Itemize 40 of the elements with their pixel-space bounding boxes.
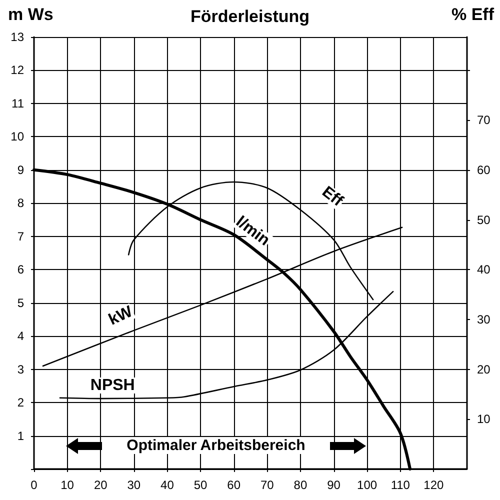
y-tick-label: 13 — [10, 30, 24, 44]
series-label: NPSH — [90, 377, 135, 394]
y-tick-label: 1 — [17, 428, 24, 443]
y-tick-label: 6 — [17, 262, 24, 277]
y2-tick-label: 10 — [477, 412, 491, 426]
x-tick-label: 20 — [94, 478, 108, 492]
y-tick-label: 4 — [17, 329, 24, 344]
x-tick-label: 110 — [390, 478, 410, 492]
x-tick-label: 50 — [194, 478, 208, 492]
y-tick-label: 9 — [17, 162, 24, 177]
annotation: Optimaler Arbeitsbereich — [124, 437, 308, 454]
y2-tick-label: 20 — [477, 362, 491, 376]
y2-tick-label: 30 — [477, 312, 491, 327]
x-tick-label: 90 — [327, 478, 341, 492]
y-tick-label: 5 — [17, 296, 24, 310]
y-tick-label: 11 — [12, 96, 24, 110]
y-tick-label: 2 — [17, 396, 24, 410]
text: Eff — [318, 183, 346, 210]
x-tick-label: 80 — [294, 478, 308, 492]
y-axis-title: m Ws — [8, 5, 54, 24]
y-tick-label: 10 — [10, 130, 24, 144]
x-tick-label: 10 — [60, 478, 74, 492]
y2-axis-title: % Eff — [452, 5, 494, 24]
y2-tick-label: 50 — [477, 212, 491, 227]
y-tick-label: 3 — [17, 362, 24, 376]
x-tick-label: 30 — [127, 478, 141, 492]
text: kW — [106, 302, 136, 329]
x-tick-label: 0 — [30, 478, 38, 492]
x-tick-label: 60 — [227, 478, 241, 492]
y-tick-label: 8 — [17, 196, 24, 210]
y2-tick-label: 70 — [477, 113, 491, 128]
y2-tick-label: 60 — [477, 163, 491, 178]
x-tick-label: 100 — [357, 478, 378, 492]
y-tick-label: 7 — [17, 229, 24, 244]
x-tick-label: 40 — [160, 478, 174, 492]
chart-title: Förderleistung — [190, 7, 310, 26]
x-tick-label: 120 — [424, 478, 444, 492]
y2-tick-label: 40 — [477, 262, 491, 277]
x-tick-label: 70 — [260, 478, 274, 492]
y-tick-label: 12 — [10, 63, 24, 78]
